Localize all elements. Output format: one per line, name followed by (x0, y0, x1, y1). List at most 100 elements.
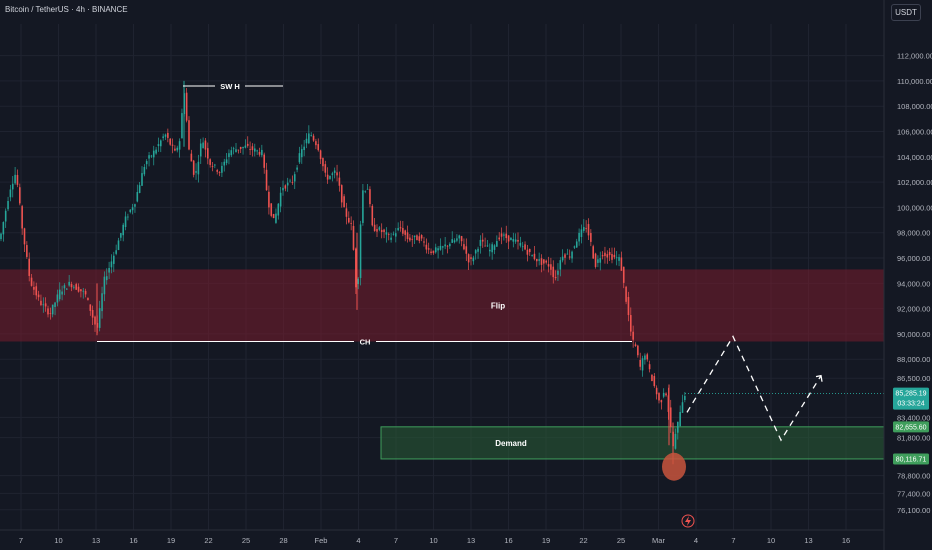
candle-body (566, 253, 569, 255)
candle-body (350, 222, 352, 224)
lightning-icon[interactable] (681, 514, 695, 528)
candle-body (232, 148, 235, 150)
y-tick-label: 77,400.00 (897, 489, 930, 498)
currency-button[interactable]: USDT (891, 4, 921, 21)
candle-body (345, 208, 348, 217)
candle-body (578, 232, 580, 242)
x-tick-label: 28 (279, 536, 287, 545)
sweep-circle (662, 452, 686, 481)
candle-body (91, 310, 94, 318)
candle-body (343, 196, 345, 208)
candle-body (56, 294, 59, 303)
price-label: 80,116.71 (896, 456, 927, 463)
candle-body (338, 177, 341, 186)
candle-body (113, 255, 115, 264)
price-axis[interactable]: 112,000.00 110,000.00 108,000.00 106,000.00… (883, 0, 932, 550)
candle-body (395, 233, 397, 237)
candle-body (505, 233, 508, 239)
y-tick-label: 100,000.00 (897, 203, 932, 212)
candle-body (470, 257, 472, 259)
candle-body (418, 236, 421, 241)
candle-body (463, 244, 465, 250)
candle-body (308, 133, 310, 144)
x-tick-label: 4 (694, 536, 698, 545)
candle-body (270, 203, 273, 216)
candle-body (413, 235, 416, 238)
candle-body (632, 331, 634, 340)
candle-body (61, 291, 63, 295)
candle-body (646, 354, 649, 360)
x-tick-label: Feb (315, 536, 328, 545)
candle-body (655, 387, 658, 395)
candle-body (369, 189, 371, 205)
candle-body (164, 134, 167, 137)
candle-body (207, 148, 209, 159)
candle-body (427, 248, 430, 250)
candle-body (134, 204, 136, 207)
projection-arrowhead (815, 374, 823, 382)
candle-body (550, 264, 552, 270)
candle-body (275, 213, 277, 223)
candle-body (131, 207, 134, 211)
candle-body (543, 259, 545, 264)
candle-body (620, 257, 623, 271)
time-axis[interactable]: 7 10 13 16 19 22 25 28 Feb 4 7 10 13 16 19 22 25 Mar 4 7 10 1… (0, 529, 884, 545)
candle-body (58, 289, 61, 300)
x-tick-label: 25 (242, 536, 250, 545)
candle-body (557, 270, 559, 275)
candle-body (364, 191, 367, 193)
candle-body (507, 235, 510, 242)
candle-body (348, 217, 350, 223)
x-tick-label: 25 (617, 536, 625, 545)
candle-body (185, 92, 188, 121)
candle-body (26, 245, 28, 257)
price-label-box (893, 453, 929, 465)
candle-body (592, 246, 594, 259)
x-tick-label: 16 (842, 536, 850, 545)
candle-body (9, 189, 12, 198)
candle-body (460, 236, 463, 242)
candle-body (291, 182, 294, 183)
candle-body (564, 254, 566, 258)
candle-body (554, 276, 557, 279)
candle-body (282, 187, 284, 191)
ch-label: CH (360, 338, 371, 347)
candle-body (615, 257, 618, 259)
candle-body (402, 227, 404, 234)
candle-body (37, 294, 40, 298)
candle-body (0, 233, 2, 240)
candle-body (108, 267, 110, 273)
candle-body (545, 260, 547, 263)
x-tick-label: Mar (652, 536, 665, 545)
candle-body (653, 376, 656, 387)
candle-body (521, 246, 524, 248)
candle-body (432, 250, 435, 254)
candle-body (587, 224, 590, 236)
candle-body (171, 144, 174, 146)
candle-body (552, 266, 555, 278)
candle-body (446, 245, 449, 247)
candle-body (571, 251, 573, 259)
candle-body (73, 286, 75, 288)
candle-body (404, 230, 406, 235)
price-label: 82,655.60 (895, 424, 926, 431)
candle-body (378, 227, 381, 230)
candle-body (66, 288, 68, 290)
demand-zone[interactable] (380, 426, 885, 460)
candles (0, 80, 686, 465)
candle-body (599, 258, 602, 263)
candle-body (528, 249, 531, 253)
candle-body (82, 290, 85, 292)
candle-body (211, 166, 214, 167)
candle-body (423, 241, 425, 243)
candle-body (80, 289, 82, 292)
candle-body (162, 136, 164, 139)
candle-body (127, 216, 129, 218)
candle-body (336, 172, 338, 176)
x-tick-label: 22 (579, 536, 587, 545)
candle-body (637, 345, 639, 356)
y-tick-label: 92,000.00 (897, 305, 930, 314)
flip-zone[interactable] (0, 269, 884, 342)
